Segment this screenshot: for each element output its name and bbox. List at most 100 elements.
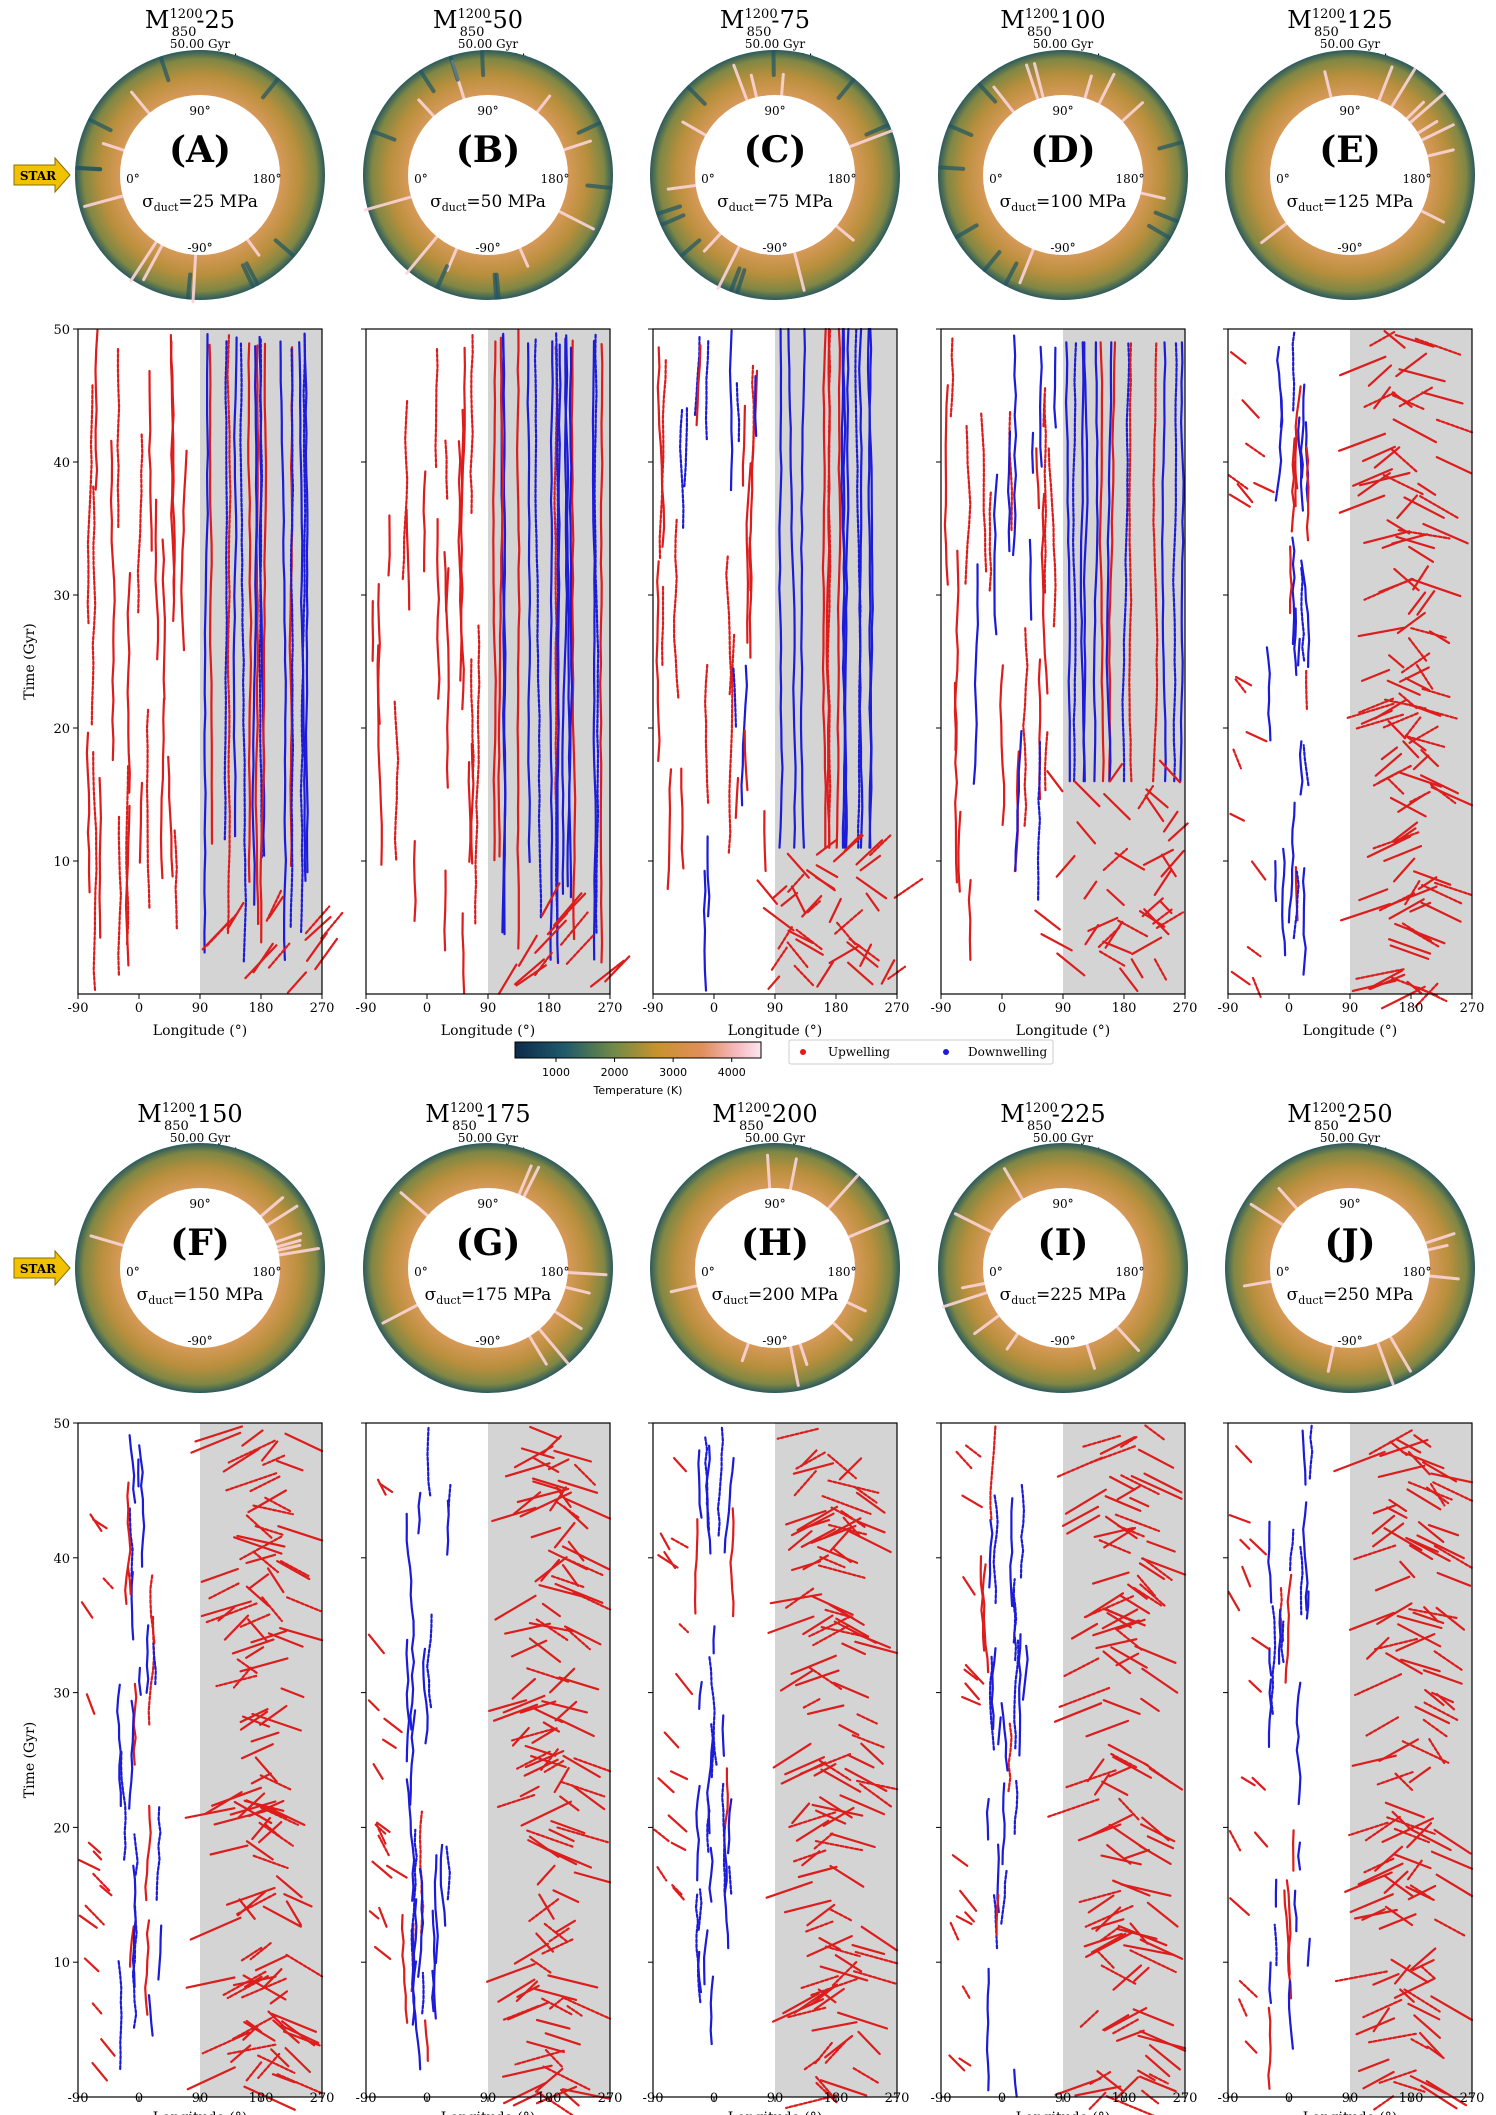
downwelling-track — [1012, 334, 1018, 557]
upwelling-track — [1408, 1766, 1431, 1784]
upwelling-track — [1422, 1718, 1449, 1739]
upwelling-track — [1366, 1636, 1390, 1660]
star-label: STAR — [20, 1262, 57, 1276]
upwelling-track — [235, 1892, 277, 1916]
upwelling-track — [678, 1623, 689, 1634]
upwelling-track — [1120, 1474, 1160, 1496]
plume-streak — [1083, 74, 1093, 100]
upwelling-track — [247, 1573, 270, 1590]
upwelling-track — [542, 1721, 560, 1733]
upwelling-track — [829, 1864, 865, 1888]
upwelling-track — [1391, 1810, 1411, 1829]
upwelling-track — [245, 1799, 288, 1819]
upwelling-track — [1434, 1918, 1466, 1937]
upwelling-track — [1145, 788, 1169, 809]
upwelling-track — [1349, 1893, 1394, 1914]
upwelling-track — [84, 1904, 105, 1926]
sigma-duct-label: σduct=50 MPa — [430, 192, 546, 214]
core-region — [408, 95, 568, 255]
upwelling-track — [825, 327, 831, 849]
upwelling-track — [91, 2002, 103, 2016]
upwelling-track — [1414, 1705, 1451, 1725]
x-tick-label: 270 — [310, 2091, 335, 2106]
plume-streak — [1405, 100, 1425, 121]
x-tick-label: -90 — [356, 1001, 377, 1016]
upwelling-track — [100, 2038, 116, 2057]
plume-streak — [275, 1238, 302, 1249]
panel-title: M1200 850-50 — [433, 6, 523, 40]
upwelling-track — [782, 1992, 820, 2015]
upwelling-track — [1374, 1845, 1404, 1872]
upwelling-track — [205, 1602, 258, 1624]
upwelling-track — [535, 2090, 573, 2115]
downwelling-track — [426, 1611, 433, 1709]
upwelling-track — [988, 489, 993, 592]
upwelling-track — [1435, 418, 1474, 434]
downwelling-track — [431, 1969, 435, 2013]
downwelling-track — [405, 1778, 416, 1902]
downwelling-track — [1014, 730, 1023, 872]
plume-streak — [766, 1153, 772, 1190]
upwelling-track — [1109, 1475, 1136, 1491]
downwelling-streak — [370, 129, 397, 142]
upwelling-track — [1400, 652, 1431, 674]
upwelling-track — [815, 2082, 838, 2104]
y-tick-label: 50 — [53, 1417, 70, 1432]
upwelling-track — [567, 1540, 585, 1562]
upwelling-track — [1338, 432, 1387, 452]
upwelling-track — [772, 1742, 812, 1769]
x-tick-label: 270 — [1460, 2091, 1485, 2106]
upwelling-track — [1372, 1503, 1398, 1515]
upwelling-track — [566, 1628, 591, 1651]
panel-letter: (F) — [170, 1222, 230, 1264]
upwelling-track — [833, 1620, 877, 1644]
upwelling-track — [372, 1763, 384, 1780]
downwelling-track — [1001, 1782, 1006, 1866]
downwelling-track — [289, 347, 295, 928]
downwelling-track — [410, 1828, 418, 1953]
upwelling-track — [1430, 1995, 1474, 2022]
downwelling-track — [1291, 536, 1296, 646]
plume-streak — [1420, 123, 1455, 142]
upwelling-track — [843, 833, 862, 852]
downwelling-track — [740, 664, 749, 807]
x-axis-label: Longitude (°) — [1016, 2110, 1110, 2115]
downwelling-track — [152, 1642, 157, 1686]
upwelling-track — [1429, 783, 1457, 805]
upwelling-track — [184, 1807, 236, 1819]
sigma-duct-label: σduct=75 MPa — [717, 192, 833, 214]
downwelling-track — [405, 1638, 411, 1763]
upwelling-track — [1097, 949, 1126, 967]
upwelling-track — [762, 907, 795, 932]
upwelling-track — [98, 776, 103, 939]
upwelling-track — [838, 1723, 860, 1736]
upwelling-track — [547, 1996, 566, 2011]
upwelling-track — [1103, 2007, 1148, 2032]
downwelling-streak — [977, 82, 998, 104]
upwelling-track — [519, 1785, 540, 1798]
upwelling-track — [1117, 1924, 1168, 1947]
upwelling-track — [544, 2032, 581, 2046]
upwelling-track — [729, 1507, 735, 1618]
downwelling-track — [778, 327, 784, 849]
angle-label-0: 0° — [1276, 1265, 1290, 1279]
upwelling-track — [835, 327, 842, 849]
plume-streak — [831, 1321, 853, 1342]
upwelling-track — [1141, 1667, 1179, 1694]
downwelling-track — [1301, 1429, 1307, 1486]
upwelling-track — [656, 346, 666, 548]
upwelling-track — [1076, 821, 1097, 845]
trajectory-group — [655, 327, 925, 992]
plume-streak — [798, 1342, 809, 1366]
upwelling-track — [502, 2005, 540, 2021]
upwelling-track — [791, 1802, 811, 1825]
plume-streak — [960, 1281, 987, 1290]
panel-letter: (C) — [744, 129, 807, 171]
upwelling-track — [412, 840, 417, 922]
upwelling-track — [136, 431, 144, 614]
upwelling-track — [1374, 752, 1403, 777]
upwelling-track — [502, 1694, 546, 1714]
legend-downwelling-label: Downwelling — [968, 1045, 1047, 1059]
upwelling-track — [245, 1646, 265, 1659]
downwelling-track — [1293, 607, 1298, 677]
